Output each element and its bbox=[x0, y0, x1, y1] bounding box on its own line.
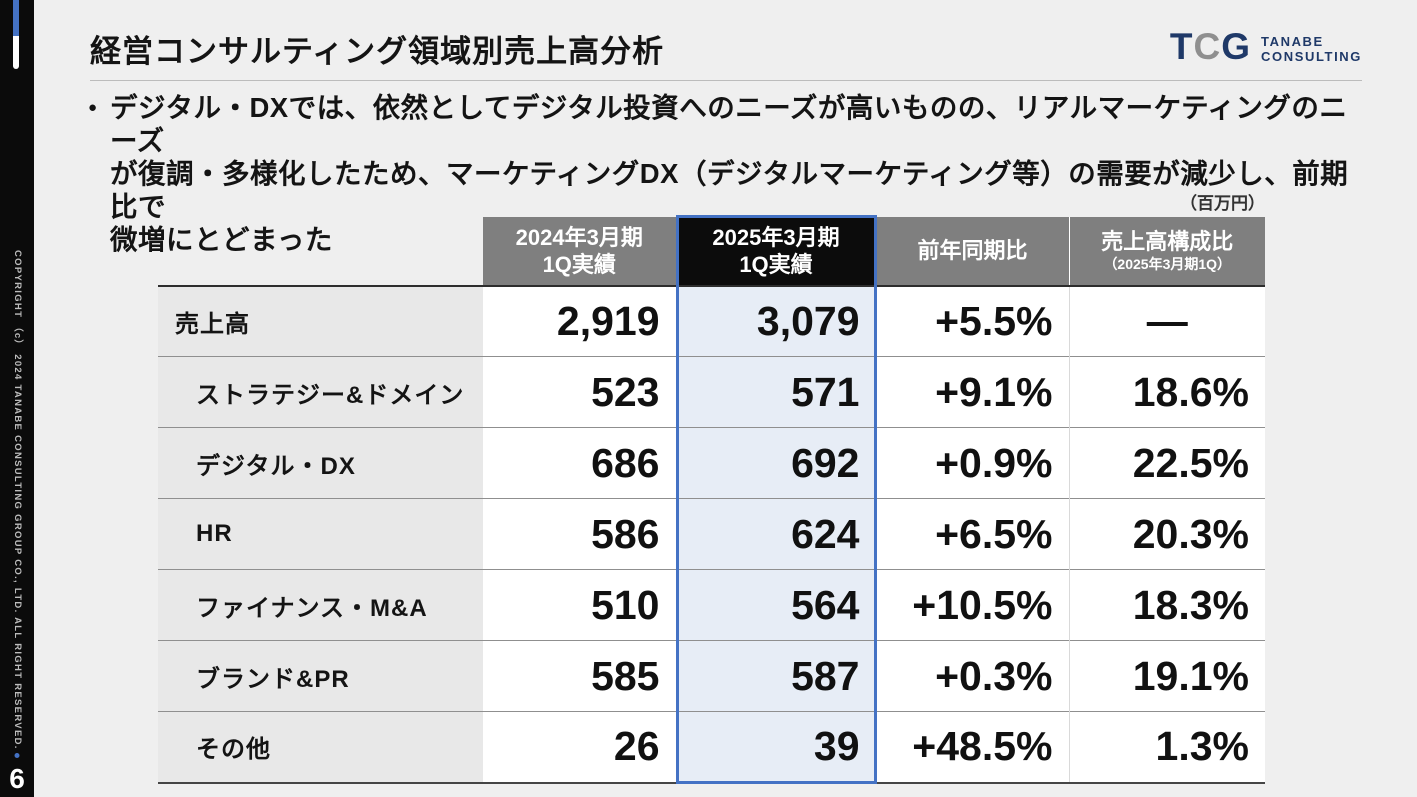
summary-line-2: が復調・多様化したため、マーケティングDX（デジタルマーケティング等）の需要が減… bbox=[110, 158, 1349, 222]
summary-line-1: デジタル・DXでは、依然としてデジタル投資へのニーズが高いものの、リアルマーケテ… bbox=[110, 92, 1348, 156]
cell-share: 18.6% bbox=[1068, 356, 1265, 428]
cell-yoy: +48.5% bbox=[875, 711, 1069, 784]
cell-yoy: +5.5% bbox=[875, 284, 1069, 357]
cell-share: 18.3% bbox=[1068, 569, 1265, 641]
table-row-digital-dx: デジタル・DX 686 692 +0.9% 22.5% bbox=[158, 427, 1265, 499]
cell-yoy: +0.9% bbox=[875, 427, 1069, 499]
logo-name-line1: TANABE bbox=[1261, 34, 1324, 49]
row-label: その他 bbox=[158, 711, 483, 784]
cell-share: 22.5% bbox=[1068, 427, 1265, 499]
cell-2024: 585 bbox=[483, 640, 677, 712]
tcg-logo-letters: TCG bbox=[1169, 26, 1252, 67]
cell-share: 20.3% bbox=[1068, 498, 1265, 570]
tcg-logo: TCG TANABE CONSULTING bbox=[1169, 26, 1362, 67]
logo-letter-g: G bbox=[1221, 26, 1252, 67]
cell-2024: 26 bbox=[483, 711, 677, 784]
header-2024-line1: 2024年3月期 bbox=[515, 224, 643, 250]
header-share: 売上高構成比 （2025年3月期1Q） bbox=[1068, 216, 1265, 286]
cell-2024: 510 bbox=[483, 569, 677, 641]
cell-2024: 586 bbox=[483, 498, 677, 570]
logo-letter-t: T bbox=[1169, 26, 1194, 67]
table-row-other: その他 26 39 +48.5% 1.3% bbox=[158, 711, 1265, 784]
unit-label: （百万円） bbox=[1180, 194, 1265, 213]
table-row-finance-ma: ファイナンス・M&A 510 564 +10.5% 18.3% bbox=[158, 569, 1265, 641]
header-2024-1q: 2024年3月期 1Q実績 bbox=[483, 216, 677, 286]
row-label: ファイナンス・M&A bbox=[158, 569, 483, 641]
summary-bullet: ● デジタル・DXでは、依然としてデジタル投資へのニーズが高いものの、リアルマー… bbox=[88, 91, 1362, 256]
header-2025-1q-highlighted: 2025年3月期 1Q実績 bbox=[675, 215, 877, 286]
cell-2025: 571 bbox=[675, 356, 877, 428]
page-title: 経営コンサルティング領域別売上高分析 bbox=[90, 34, 665, 69]
cell-2025: 564 bbox=[675, 569, 877, 641]
cell-yoy: +6.5% bbox=[875, 498, 1069, 570]
logo-letter-c: C bbox=[1193, 26, 1222, 67]
header-2025-line2: 1Q実績 bbox=[739, 252, 813, 278]
summary-text: デジタル・DXでは、依然としてデジタル投資へのニーズが高いものの、リアルマーケテ… bbox=[110, 91, 1362, 256]
row-label: ブランド&PR bbox=[158, 640, 483, 712]
cell-2025: 624 bbox=[675, 498, 877, 570]
logo-name-line2: CONSULTING bbox=[1261, 49, 1362, 64]
cell-share: 19.1% bbox=[1068, 640, 1265, 712]
cell-2025: 3,079 bbox=[675, 284, 877, 357]
header-share-line2: （2025年3月期1Q） bbox=[1103, 256, 1232, 272]
cell-2025: 692 bbox=[675, 427, 877, 499]
copyright-text: COPYRIGHT （c） 2024 TANABE CONSULTING GRO… bbox=[12, 250, 23, 750]
header-corner-cell bbox=[158, 217, 483, 286]
cell-2025: 587 bbox=[675, 640, 877, 712]
table-header-row: 2024年3月期 1Q実績 2025年3月期 1Q実績 前年同期比 売上高構成比… bbox=[158, 215, 1265, 286]
row-label: デジタル・DX bbox=[158, 427, 483, 499]
sidebar-accent-blue-bar bbox=[13, 0, 19, 36]
table-row-hr: HR 586 624 +6.5% 20.3% bbox=[158, 498, 1265, 570]
header-yoy: 前年同期比 bbox=[875, 216, 1069, 286]
sales-table: 2024年3月期 1Q実績 2025年3月期 1Q実績 前年同期比 売上高構成比… bbox=[158, 215, 1265, 784]
row-label: ストラテジー&ドメイン bbox=[158, 356, 483, 428]
cell-2024: 686 bbox=[483, 427, 677, 499]
cell-share: ― bbox=[1068, 284, 1265, 357]
header-2024-line2: 1Q実績 bbox=[542, 251, 616, 277]
sidebar: COPYRIGHT （c） 2024 TANABE CONSULTING GRO… bbox=[0, 0, 34, 797]
cell-yoy: +9.1% bbox=[875, 356, 1069, 428]
cell-2024: 523 bbox=[483, 356, 677, 428]
cell-yoy: +0.3% bbox=[875, 640, 1069, 712]
page-number: 6 bbox=[9, 763, 25, 794]
cell-2024: 2,919 bbox=[483, 284, 677, 357]
bullet-icon: ● bbox=[88, 99, 98, 116]
cell-share: 1.3% bbox=[1068, 711, 1265, 784]
header-2025-line1: 2025年3月期 bbox=[712, 225, 840, 251]
cell-2025: 39 bbox=[675, 711, 877, 784]
cell-yoy: +10.5% bbox=[875, 569, 1069, 641]
table-row-strategy-domain: ストラテジー&ドメイン 523 571 +9.1% 18.6% bbox=[158, 356, 1265, 428]
summary-line-3: 微増にとどまった bbox=[110, 224, 333, 255]
sidebar-accent-white-bar bbox=[13, 36, 19, 69]
logo-company-name: TANABE CONSULTING bbox=[1261, 29, 1362, 64]
title-divider bbox=[90, 80, 1362, 81]
table-row-brand-pr: ブランド&PR 585 587 +0.3% 19.1% bbox=[158, 640, 1265, 712]
page-number-dot bbox=[14, 753, 20, 758]
table-row-total: 売上高 2,919 3,079 +5.5% ― bbox=[158, 284, 1265, 357]
row-label: HR bbox=[158, 498, 483, 570]
header-share-line1: 売上高構成比 bbox=[1101, 229, 1234, 254]
row-label: 売上高 bbox=[158, 284, 483, 357]
